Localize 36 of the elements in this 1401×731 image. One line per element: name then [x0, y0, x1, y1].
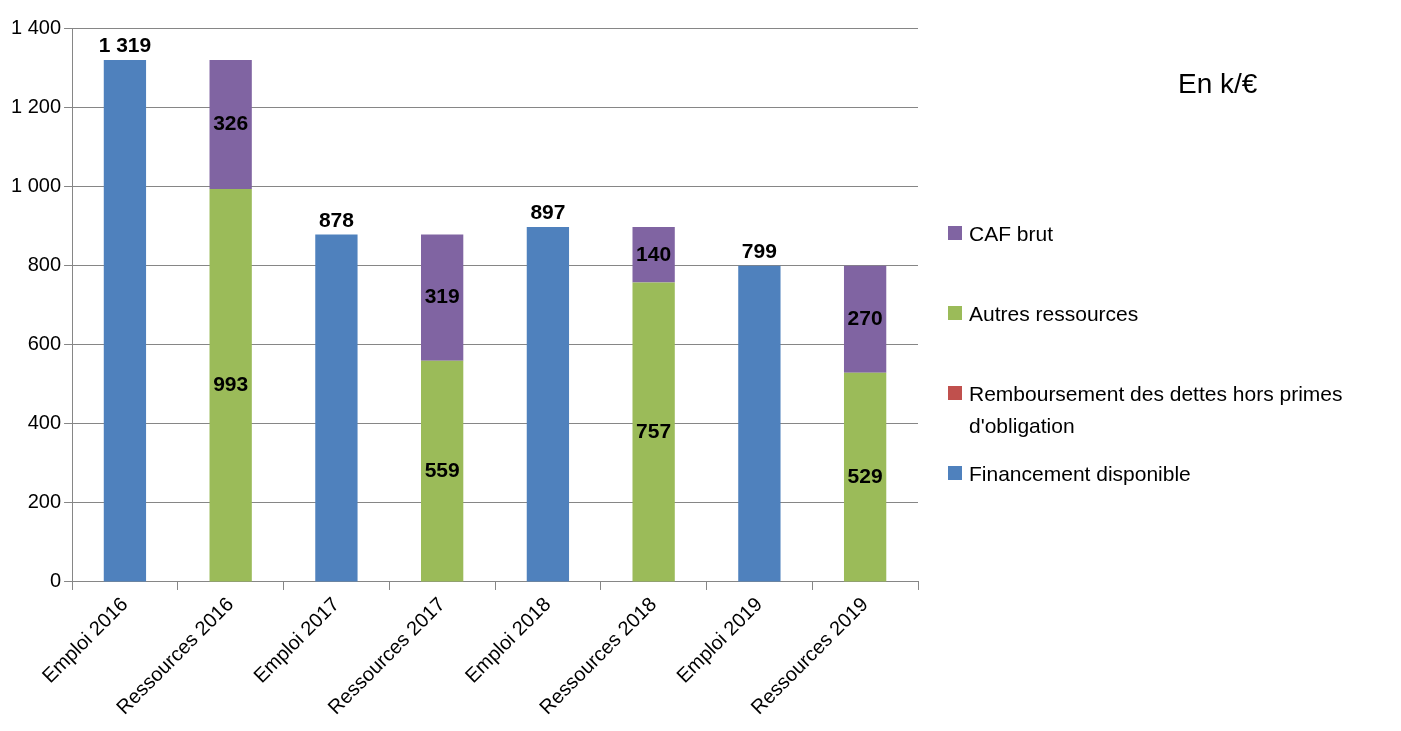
- legend-label: Autres ressources: [969, 301, 1139, 327]
- data-label: 140: [636, 241, 672, 265]
- bar: [315, 234, 358, 582]
- bar: [421, 360, 464, 582]
- y-tick-label: 800: [27, 252, 62, 275]
- text: En k/€: [1178, 68, 1258, 100]
- y-tick-label: 600: [27, 332, 62, 355]
- data-label: 799: [741, 239, 777, 263]
- bar: [526, 227, 570, 582]
- legend-label: Financement disponible: [969, 461, 1191, 487]
- y-tick-label: 200: [27, 490, 62, 513]
- bar: [209, 60, 252, 190]
- data-label: 529: [847, 463, 883, 487]
- legend-label: Remboursement des dettes hors primes d'obligation: [969, 381, 1344, 439]
- data-label: 319: [424, 284, 460, 308]
- data-label: 993: [213, 372, 249, 396]
- data-label: 1 319: [98, 33, 152, 57]
- data-label: 878: [318, 207, 355, 231]
- y-tick-label: 1 200: [10, 94, 62, 117]
- bar: [843, 372, 887, 582]
- bar: [209, 189, 252, 582]
- y-tick-label: 0: [49, 569, 62, 592]
- data-label: 897: [530, 200, 566, 224]
- bar: [103, 60, 147, 582]
- legend-label: CAF brut: [969, 221, 1054, 247]
- bar: [421, 234, 464, 361]
- bar: [738, 265, 781, 582]
- data-label: 326: [213, 111, 249, 135]
- bar: [632, 282, 675, 582]
- data-label: 270: [847, 306, 883, 330]
- data-label: 757: [636, 418, 672, 442]
- bar: [843, 265, 887, 373]
- data-label: 559: [424, 457, 460, 481]
- y-tick-label: 1 400: [10, 15, 62, 38]
- y-tick-label: 1 000: [10, 173, 62, 196]
- y-tick-label: 400: [27, 411, 62, 434]
